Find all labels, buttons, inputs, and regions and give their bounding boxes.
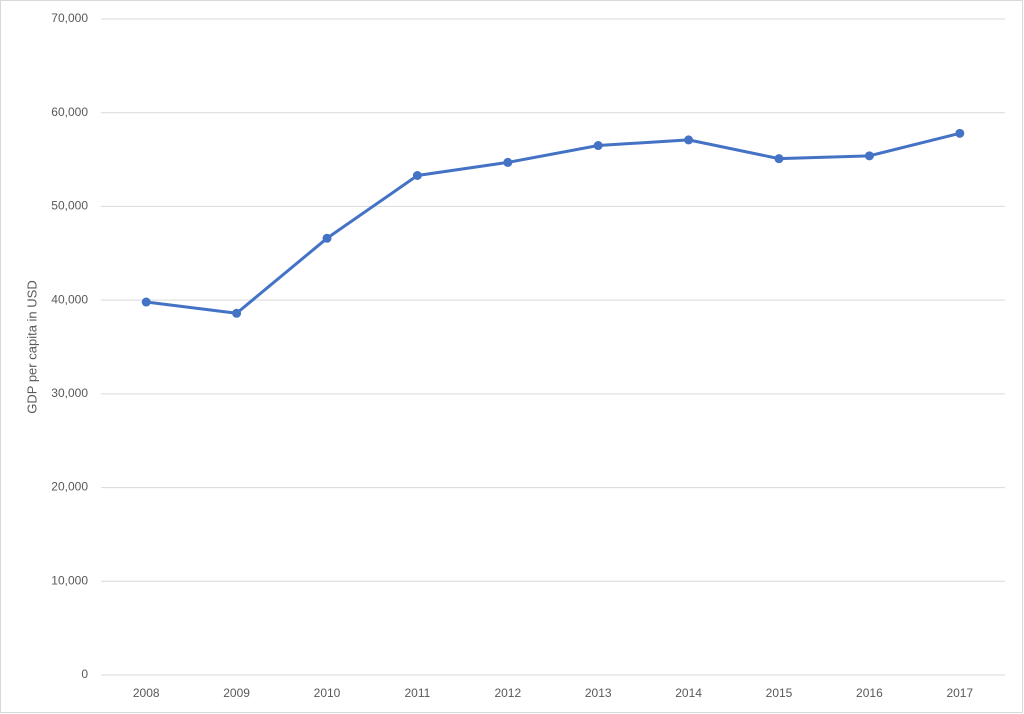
y-tick-label: 10,000 (51, 573, 88, 587)
data-point (503, 157, 513, 167)
data-point (864, 151, 874, 161)
data-point (232, 308, 242, 318)
data-point (593, 141, 603, 151)
y-axis-label: GDP per capita in USD (24, 280, 39, 413)
data-point (141, 297, 151, 307)
x-tick-label: 2013 (585, 686, 612, 700)
y-tick-label: 30,000 (51, 386, 88, 400)
x-tick-label: 2008 (133, 686, 160, 700)
x-tick-label: 2010 (314, 686, 341, 700)
x-tick-label: 2014 (675, 686, 702, 700)
data-point (322, 233, 332, 243)
x-tick-label: 2016 (856, 686, 883, 700)
data-point (684, 135, 694, 145)
y-tick-label: 60,000 (51, 105, 88, 119)
y-tick-label: 40,000 (51, 292, 88, 306)
y-tick-label: 70,000 (51, 11, 88, 25)
data-point (412, 171, 422, 181)
y-tick-label: 20,000 (51, 480, 88, 494)
data-point (955, 128, 965, 138)
x-tick-label: 2012 (494, 686, 521, 700)
x-tick-label: 2017 (946, 686, 973, 700)
x-tick-label: 2015 (766, 686, 793, 700)
x-tick-label: 2011 (404, 686, 430, 700)
y-tick-label: 50,000 (51, 199, 88, 213)
series-line (146, 131, 961, 315)
y-tick-label: 0 (81, 667, 88, 681)
data-point (774, 154, 784, 164)
x-tick-label: 2009 (223, 686, 250, 700)
